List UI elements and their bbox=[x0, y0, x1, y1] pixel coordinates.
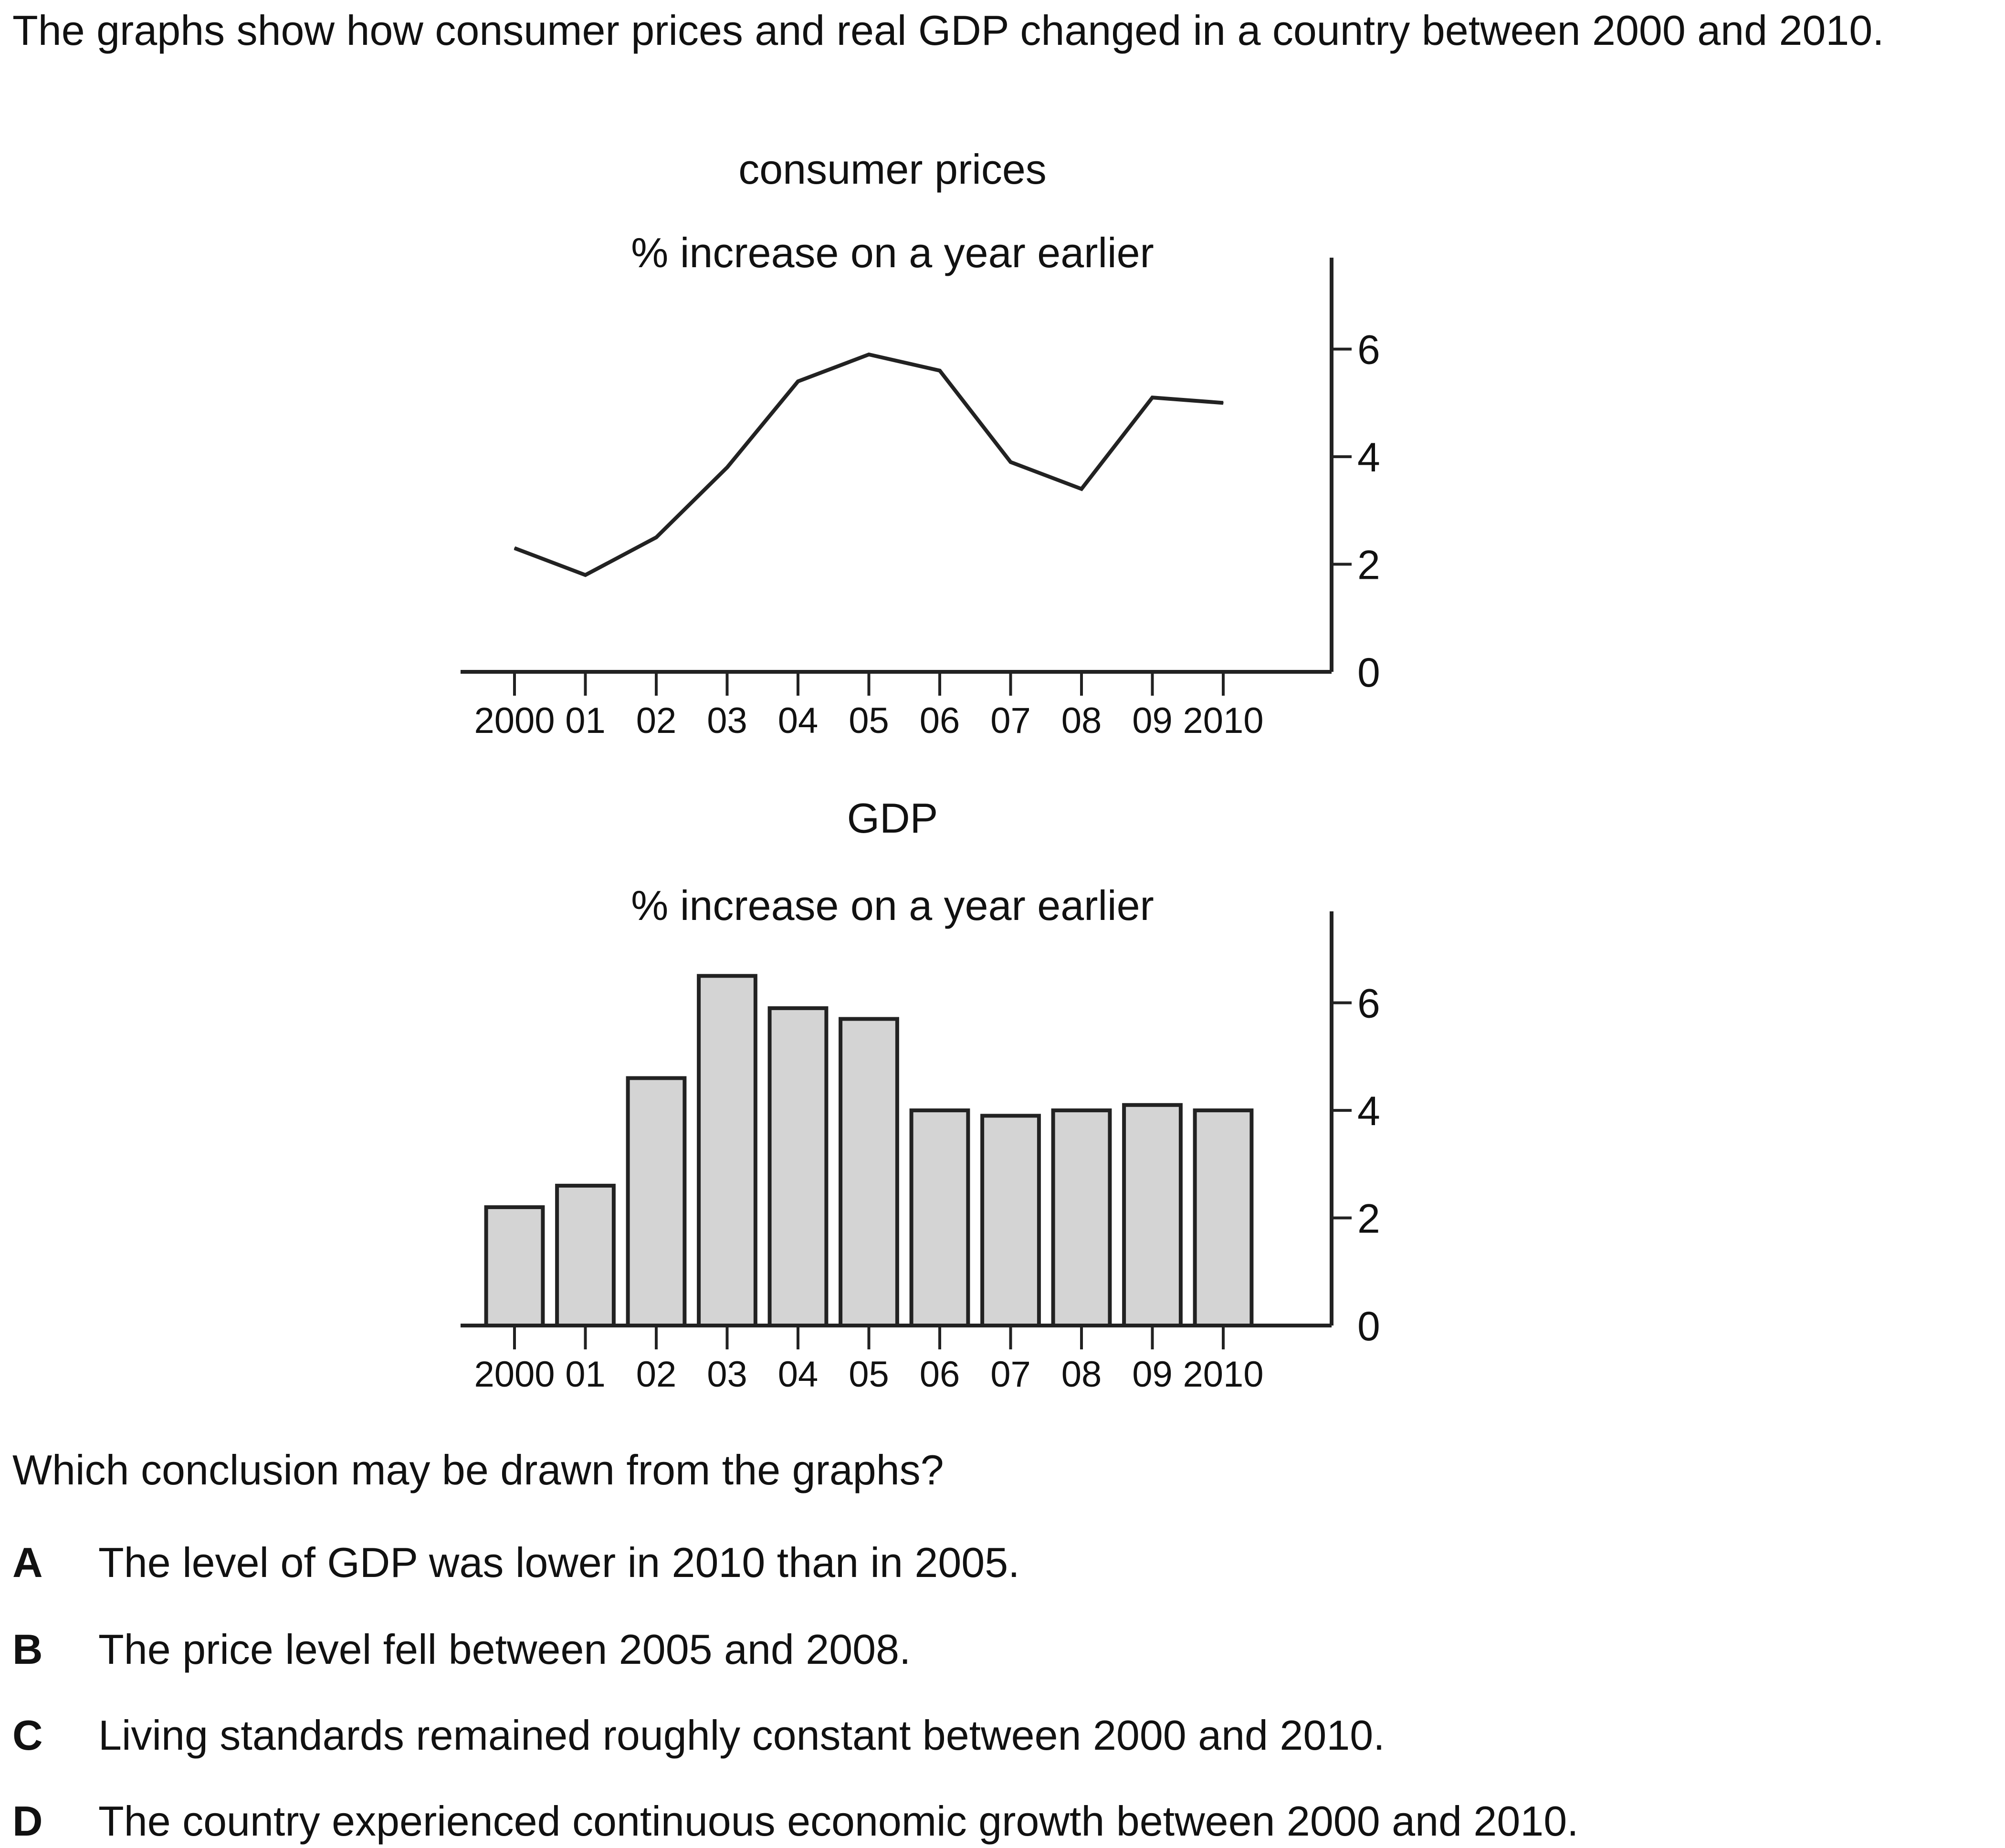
x-tick-label: 03 bbox=[707, 700, 747, 741]
option-text: The level of GDP was lower in 2010 than … bbox=[98, 1539, 1020, 1586]
data-point bbox=[868, 354, 870, 355]
x-tick-label: 03 bbox=[707, 1354, 747, 1395]
x-tick-label: 2000 bbox=[474, 700, 555, 741]
chart-subtitle: % increase on a year earlier bbox=[631, 882, 1154, 929]
gdp-chart: GDP % increase on a year earlier 0246200… bbox=[461, 794, 1380, 1395]
x-tick-label: 04 bbox=[778, 1354, 819, 1395]
x-tick-label: 08 bbox=[1061, 700, 1102, 741]
option-text: Living standards remained roughly consta… bbox=[98, 1712, 1385, 1759]
option-text: The price level fell between 2005 and 20… bbox=[98, 1626, 911, 1673]
x-tick-label: 2010 bbox=[1183, 1354, 1263, 1395]
data-point bbox=[514, 547, 515, 549]
bar bbox=[909, 1108, 970, 1327]
x-tick-label: 09 bbox=[1132, 700, 1173, 741]
series-line bbox=[514, 352, 1224, 577]
data-point bbox=[726, 467, 728, 468]
x-tick-label: 05 bbox=[849, 1354, 889, 1395]
bar bbox=[980, 1114, 1041, 1327]
x-tick-label: 06 bbox=[920, 1354, 960, 1395]
data-point bbox=[939, 370, 940, 371]
x-tick-label: 09 bbox=[1132, 1354, 1173, 1395]
data-point bbox=[1223, 402, 1224, 404]
x-tick-label: 04 bbox=[778, 700, 819, 741]
bar bbox=[1122, 1103, 1183, 1327]
data-point bbox=[585, 574, 586, 576]
bar bbox=[767, 1006, 829, 1327]
data-point bbox=[1152, 397, 1153, 398]
y-tick-label: 2 bbox=[1357, 543, 1380, 588]
x-tick-label: 01 bbox=[565, 700, 606, 741]
y-tick-label: 0 bbox=[1357, 650, 1380, 696]
bar bbox=[555, 1183, 616, 1328]
y-tick-label: 4 bbox=[1357, 435, 1380, 480]
option-text: The country experienced continuous econo… bbox=[98, 1797, 1579, 1845]
bar bbox=[697, 974, 757, 1328]
intro-text: The graphs show how consumer prices and … bbox=[12, 7, 1884, 54]
chart-subtitle: % increase on a year earlier bbox=[631, 229, 1154, 276]
option-letter: B bbox=[12, 1626, 43, 1673]
x-tick-label: 2010 bbox=[1183, 700, 1263, 741]
x-tick-label: 06 bbox=[920, 700, 960, 741]
bar bbox=[839, 1017, 899, 1328]
bar bbox=[484, 1205, 545, 1327]
x-tick-label: 07 bbox=[990, 1354, 1031, 1395]
x-tick-label: 02 bbox=[636, 700, 677, 741]
y-tick-label: 0 bbox=[1357, 1304, 1380, 1349]
data-point bbox=[1081, 488, 1082, 490]
x-tick-label: 05 bbox=[849, 700, 889, 741]
chart-title: consumer prices bbox=[738, 146, 1047, 193]
x-tick-label: 07 bbox=[990, 700, 1031, 741]
data-point bbox=[1010, 461, 1011, 463]
x-tick-label: 08 bbox=[1061, 1354, 1102, 1395]
option-letter: A bbox=[12, 1539, 43, 1586]
y-tick-label: 2 bbox=[1357, 1196, 1380, 1242]
x-tick-label: 2000 bbox=[474, 1354, 555, 1395]
x-tick-label: 01 bbox=[565, 1354, 606, 1395]
bar bbox=[1051, 1108, 1112, 1327]
question-text: Which conclusion may be drawn from the g… bbox=[12, 1446, 944, 1493]
bar bbox=[1193, 1108, 1254, 1327]
chart-title: GDP bbox=[847, 794, 938, 842]
bar bbox=[626, 1076, 687, 1327]
option-letter: D bbox=[12, 1797, 43, 1845]
y-tick-label: 6 bbox=[1357, 327, 1380, 373]
option-letter: C bbox=[12, 1712, 43, 1759]
x-tick-label: 02 bbox=[636, 1354, 677, 1395]
data-point bbox=[656, 537, 657, 538]
y-tick-label: 6 bbox=[1357, 981, 1380, 1027]
y-tick-label: 4 bbox=[1357, 1088, 1380, 1134]
consumer-prices-chart: consumer prices % increase on a year ear… bbox=[461, 146, 1380, 741]
